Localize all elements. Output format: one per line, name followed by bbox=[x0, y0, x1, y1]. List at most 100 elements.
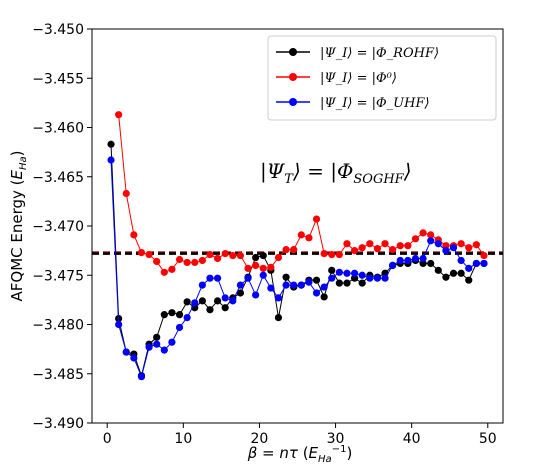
data-point-rohf bbox=[274, 314, 283, 322]
data-point-phi0 bbox=[297, 231, 305, 239]
data-point-phi0 bbox=[137, 248, 146, 257]
x-tick-label: 20 bbox=[251, 431, 269, 447]
data-point-phi0 bbox=[153, 257, 161, 266]
trial-wavefunction-annotation: |ΨT⟩ = |ΦSOGHF⟩ bbox=[260, 159, 412, 187]
data-point-rohf bbox=[213, 297, 222, 305]
data-point-uhf bbox=[229, 297, 237, 305]
data-point-phi0 bbox=[221, 249, 229, 258]
data-point-phi0 bbox=[480, 251, 488, 260]
data-point-phi0 bbox=[396, 242, 404, 250]
data-point-uhf bbox=[236, 281, 245, 289]
data-point-phi0 bbox=[236, 251, 245, 260]
data-point-uhf bbox=[457, 256, 465, 265]
data-point-phi0 bbox=[366, 240, 374, 248]
data-point-phi0 bbox=[244, 264, 252, 272]
data-point-rohf bbox=[350, 274, 359, 282]
data-point-phi0 bbox=[404, 242, 412, 250]
data-point-rohf bbox=[328, 266, 336, 274]
data-point-uhf bbox=[404, 256, 412, 265]
data-point-phi0 bbox=[350, 247, 359, 255]
data-point-uhf bbox=[343, 269, 351, 277]
data-point-rohf bbox=[282, 273, 290, 281]
data-point-phi0 bbox=[183, 258, 191, 267]
data-point-phi0 bbox=[419, 229, 427, 237]
data-point-uhf bbox=[442, 247, 450, 255]
data-point-uhf bbox=[145, 343, 153, 351]
data-point-phi0 bbox=[328, 250, 336, 259]
data-point-uhf bbox=[411, 254, 420, 263]
data-point-uhf bbox=[198, 281, 206, 289]
y-tick-label: −3.475 bbox=[32, 268, 84, 284]
data-point-rohf bbox=[160, 311, 168, 319]
data-point-uhf bbox=[465, 264, 473, 272]
data-point-rohf bbox=[449, 269, 458, 277]
data-point-rohf bbox=[206, 306, 214, 314]
data-point-uhf bbox=[259, 271, 267, 279]
x-tick-label: 50 bbox=[479, 431, 497, 447]
legend-label-uhf: |Ψ_I⟩ = |Φ_UHF⟩ bbox=[320, 96, 430, 111]
data-point-uhf bbox=[381, 274, 389, 282]
data-point-uhf bbox=[244, 274, 252, 282]
legend-marker-rohf bbox=[289, 48, 297, 56]
data-point-uhf bbox=[206, 274, 214, 282]
data-point-uhf bbox=[290, 281, 298, 289]
data-point-phi0 bbox=[267, 263, 275, 271]
data-point-phi0 bbox=[160, 268, 168, 276]
data-point-phi0 bbox=[381, 240, 389, 248]
data-point-phi0 bbox=[206, 250, 214, 259]
data-point-uhf bbox=[191, 299, 199, 307]
y-tick-label: −3.485 bbox=[32, 367, 84, 383]
x-axis-label: β = nτ (EHa−1) bbox=[247, 444, 353, 465]
data-point-uhf bbox=[175, 323, 184, 332]
x-tick-label: 40 bbox=[403, 431, 421, 447]
data-point-phi0 bbox=[122, 189, 130, 198]
data-point-phi0 bbox=[343, 240, 351, 248]
data-point-rohf bbox=[343, 279, 351, 287]
data-point-rohf bbox=[168, 309, 176, 317]
y-axis-label: AFQMC Energy (EHa) bbox=[8, 150, 29, 301]
series-line-phi0 bbox=[118, 114, 485, 273]
data-point-phi0 bbox=[290, 246, 298, 254]
data-point-uhf bbox=[427, 237, 435, 245]
data-point-phi0 bbox=[282, 246, 290, 254]
y-tick-label: −3.460 bbox=[32, 121, 84, 137]
data-point-rohf bbox=[107, 140, 115, 148]
data-point-phi0 bbox=[168, 265, 176, 273]
data-point-uhf bbox=[160, 346, 168, 354]
data-point-uhf bbox=[183, 314, 191, 322]
legend-label-rohf: |Ψ_I⟩ = |Φ_ROHF⟩ bbox=[320, 46, 439, 61]
legend-label-phi0: |Ψ_I⟩ = |Φ⁰⟩ bbox=[320, 71, 397, 86]
data-point-uhf bbox=[472, 259, 480, 268]
data-point-phi0 bbox=[175, 255, 184, 264]
data-point-uhf bbox=[221, 294, 229, 302]
data-point-uhf bbox=[305, 278, 313, 286]
data-point-uhf bbox=[434, 240, 442, 248]
y-tick-label: −3.490 bbox=[32, 416, 84, 432]
data-point-rohf bbox=[427, 259, 435, 268]
data-point-uhf bbox=[115, 320, 123, 329]
series-line-uhf bbox=[110, 159, 484, 379]
data-point-phi0 bbox=[274, 253, 283, 262]
data-point-uhf bbox=[335, 268, 343, 276]
data-point-rohf bbox=[358, 279, 366, 287]
data-point-phi0 bbox=[427, 231, 435, 239]
data-point-phi0 bbox=[305, 234, 313, 242]
data-point-uhf bbox=[480, 259, 488, 268]
y-tick-label: −3.465 bbox=[32, 170, 84, 186]
legend-box bbox=[267, 35, 497, 121]
data-point-phi0 bbox=[130, 231, 138, 239]
legend-marker-phi0 bbox=[289, 73, 297, 81]
data-point-rohf bbox=[236, 289, 245, 297]
y-tick-label: −3.455 bbox=[32, 71, 84, 87]
data-point-uhf bbox=[153, 340, 161, 348]
data-point-phi0 bbox=[312, 215, 321, 223]
data-point-phi0 bbox=[145, 250, 153, 259]
data-point-phi0 bbox=[320, 249, 328, 258]
data-point-uhf bbox=[267, 284, 275, 292]
legend-marker-uhf bbox=[289, 98, 297, 106]
data-point-phi0 bbox=[213, 254, 222, 263]
data-point-phi0 bbox=[191, 258, 199, 267]
data-point-uhf bbox=[122, 348, 130, 356]
data-point-uhf bbox=[213, 274, 222, 282]
